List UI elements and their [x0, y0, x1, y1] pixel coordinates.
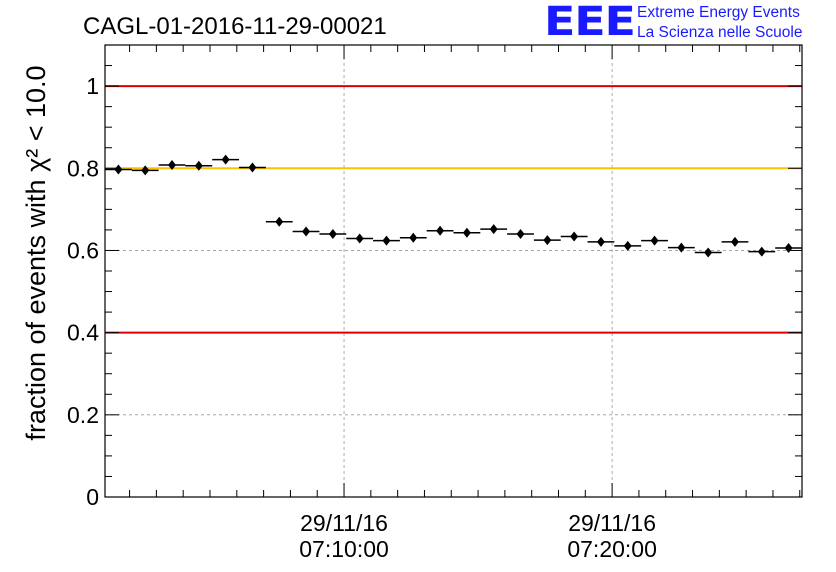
chart-title: CAGL-01-2016-11-29-00021 [83, 13, 387, 40]
x-tick-label-date: 29/11/16 [300, 510, 388, 536]
data-point [543, 235, 552, 246]
data-series [105, 154, 802, 258]
reference-lines [105, 85, 802, 334]
data-point [409, 232, 418, 243]
data-point [596, 236, 605, 247]
data-point [623, 240, 632, 251]
data-point [436, 225, 445, 236]
y-tick-label: 0.8 [67, 155, 99, 181]
data-point [516, 229, 525, 240]
data-point [677, 242, 686, 253]
y-tick-labels: 0 0.2 0.4 0.6 0.8 1 [67, 73, 99, 510]
data-point [462, 227, 471, 238]
logo-line-2: La Scienza nelle Scuole [637, 24, 803, 41]
axis-ticks [105, 44, 802, 498]
x-tick-label-time: 07:10:00 [299, 536, 389, 562]
y-tick-label: 0.6 [67, 237, 99, 263]
x-tick-label-date: 29/11/16 [568, 510, 656, 536]
data-point [489, 224, 498, 235]
data-point [784, 242, 793, 253]
data-point [730, 236, 739, 247]
data-point [302, 226, 311, 237]
y-tick-label: 0.4 [67, 320, 99, 346]
x-tick-label-time: 07:20:00 [567, 536, 657, 562]
eee-logo: EEE [544, 0, 636, 45]
data-point [757, 246, 766, 257]
y-tick-label: 1 [86, 73, 99, 99]
data-point [221, 154, 230, 165]
data-point [570, 231, 579, 242]
data-point [168, 159, 177, 170]
y-axis-label: fraction of events with χ² < 10.0 [21, 65, 51, 440]
data-point [141, 165, 150, 176]
data-point [650, 235, 659, 246]
data-point [275, 216, 284, 227]
data-point [328, 229, 337, 240]
data-point [382, 235, 391, 246]
data-point [704, 247, 713, 258]
y-tick-label: 0.2 [67, 402, 99, 428]
data-point [194, 160, 203, 171]
logo-line-1: Extreme Energy Events [637, 4, 800, 21]
data-point [114, 164, 123, 175]
data-point [355, 233, 364, 244]
data-point [248, 162, 257, 173]
y-tick-label: 0 [86, 484, 99, 510]
